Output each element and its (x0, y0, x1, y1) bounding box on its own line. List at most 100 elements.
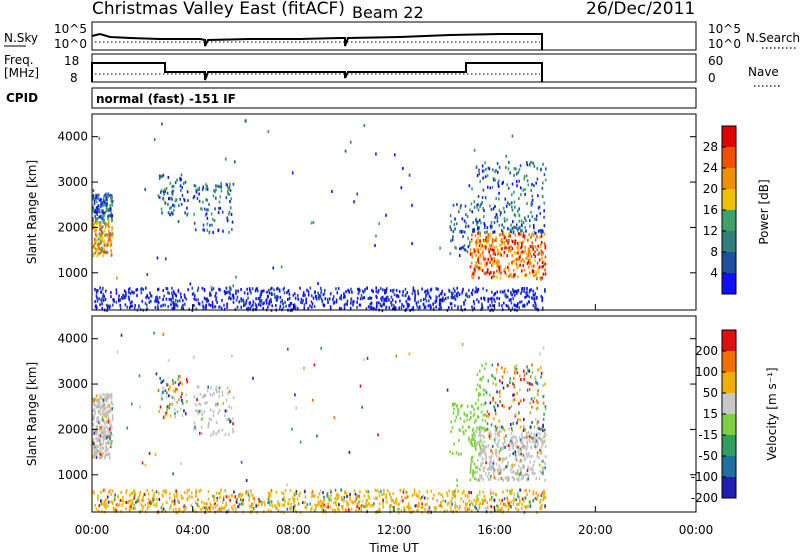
scatter-point (204, 213, 207, 217)
scatter-point (100, 417, 103, 421)
scatter-point (513, 173, 515, 177)
scatter-point (109, 239, 111, 243)
scatter-point (349, 492, 351, 496)
scatter-point (491, 363, 494, 367)
scatter-point (99, 499, 102, 503)
scatter-point (99, 452, 102, 456)
scatter-point (270, 509, 272, 513)
scatter-point (475, 248, 478, 252)
scatter-point (366, 286, 368, 290)
scatter-point (155, 502, 158, 506)
scatter-point (519, 459, 522, 463)
scatter-point (115, 509, 118, 513)
scatter-point (131, 300, 133, 304)
scatter-point (180, 202, 183, 206)
scatter-point (99, 408, 102, 412)
scatter-point (536, 451, 539, 455)
scatter-point (104, 498, 107, 502)
scatter-point (269, 503, 271, 507)
scatter-point (271, 286, 273, 290)
scatter-point (211, 300, 214, 304)
scatter-point (261, 503, 263, 507)
scatter-point (507, 227, 509, 231)
scatter-point (457, 412, 459, 416)
scatter-point (109, 233, 112, 237)
scatter-point (100, 214, 103, 218)
scatter-point (367, 490, 370, 494)
scatter-point (231, 428, 234, 432)
scatter-point (100, 456, 102, 460)
scatter-point (514, 205, 516, 209)
scatter-point (288, 304, 291, 308)
scatter-point (107, 453, 110, 457)
scatter-point (93, 402, 95, 406)
scatter-point (216, 499, 218, 503)
scatter-point (528, 290, 531, 294)
scatter-point (512, 268, 515, 272)
scatter-point (99, 223, 102, 227)
scatter-point (521, 228, 523, 232)
scatter-point (239, 494, 241, 498)
scatter-point (107, 427, 109, 431)
scatter-point (227, 296, 230, 300)
scatter-point (541, 265, 543, 269)
scatter-point (180, 188, 182, 192)
scatter-point (106, 453, 108, 457)
scatter-point (380, 304, 383, 308)
scatter-point (159, 376, 162, 380)
scatter-point (513, 213, 516, 217)
scatter-point (497, 431, 499, 435)
scatter-point (476, 494, 479, 498)
scatter-point (158, 409, 160, 413)
scatter-point (495, 462, 498, 466)
scatter-point (106, 214, 109, 218)
scatter-point (258, 297, 261, 301)
scatter-point (380, 287, 382, 291)
scatter-point (95, 430, 97, 434)
scatter-point (459, 417, 462, 421)
power-scatter (92, 119, 547, 313)
scatter-point (226, 186, 229, 190)
freq-right-tick-bottom: 0 (708, 71, 716, 85)
scatter-point (530, 445, 533, 449)
scatter-point (201, 412, 204, 416)
scatter-point (435, 295, 438, 299)
scatter-point (487, 236, 490, 240)
scatter-point (520, 269, 523, 273)
scatter-point (492, 505, 495, 509)
scatter-point (525, 295, 528, 299)
scatter-point (483, 440, 486, 444)
scatter-point (513, 293, 516, 297)
scatter-point (469, 441, 472, 445)
scatter-point (360, 508, 363, 512)
scatter-point (513, 190, 515, 194)
scatter-point (172, 304, 175, 308)
scatter-point (228, 185, 231, 189)
scatter-point (497, 456, 500, 460)
scatter-point (194, 427, 197, 431)
scatter-point (344, 149, 347, 153)
scatter-point (533, 425, 536, 429)
scatter-point (413, 492, 416, 496)
scatter-point (544, 478, 546, 482)
scatter-point (301, 301, 304, 305)
scatter-point (100, 490, 102, 494)
scatter-point (525, 257, 527, 261)
scatter-point (453, 294, 456, 298)
scatter-point (201, 395, 204, 399)
scatter-point (164, 303, 166, 307)
scatter-point (318, 297, 320, 301)
scatter-point (306, 503, 309, 507)
scatter-point (213, 219, 216, 223)
scatter-point (381, 309, 384, 313)
scatter-point (281, 298, 284, 302)
scatter-point (489, 458, 492, 462)
scatter-point (542, 459, 544, 463)
scatter-point (267, 288, 270, 292)
scatter-point (206, 222, 209, 226)
scatter-point (519, 253, 522, 257)
scatter-point (304, 293, 306, 297)
scatter-point (466, 250, 469, 254)
scatter-point (519, 468, 522, 472)
scatter-point (103, 426, 105, 430)
